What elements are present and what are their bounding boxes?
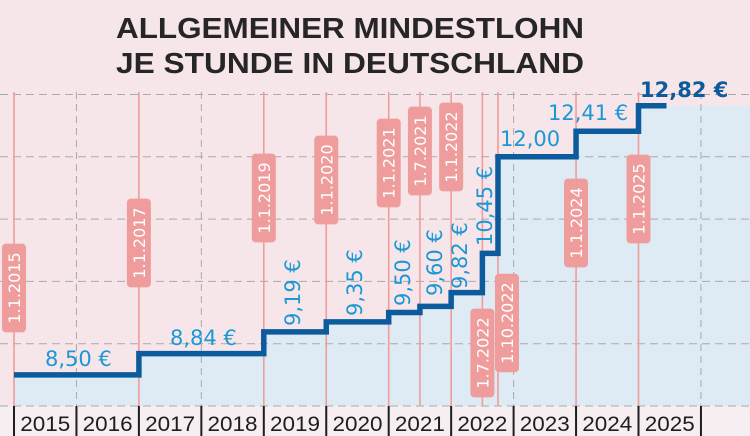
year-tick-label: 2024 [582, 413, 632, 436]
step-line-layer [14, 102, 667, 378]
date-label-box [251, 153, 276, 243]
year-tick-label: 2022 [457, 413, 507, 436]
value-label-layer: 8,50 € 8,84 € 9,19 € 9,35 € 9,50 € 9,60 €9,82… [45, 78, 728, 371]
year-tick-label: 2025 [645, 413, 695, 436]
wage-value-label: 9,60 € [423, 229, 447, 296]
year-tick-label: 2018 [208, 413, 258, 436]
year-tick-label: 2021 [395, 413, 445, 436]
date-label-box [314, 135, 339, 225]
year-tick-label: 2016 [83, 413, 133, 436]
year-tick-label: 2015 [20, 413, 70, 436]
step-line [14, 102, 667, 378]
wage-value-label: 10,45 € [473, 166, 497, 246]
date-label: 1.1.2025 [630, 163, 649, 234]
wage-value-label: 9,19 € [281, 259, 305, 326]
date-label-box [626, 154, 651, 244]
year-tick-label: 2023 [520, 413, 570, 436]
wage-value-label: 9,35 € [343, 249, 367, 316]
wage-value-label: 12,00 [500, 127, 560, 151]
wage-value-label: 9,82 € [448, 222, 472, 289]
axis-band [0, 406, 750, 436]
date-label-box [126, 198, 151, 288]
date-label: 1.7.2022 [473, 317, 492, 388]
chart-title-line-1: ALLGEMEINER MINDESTLOHN [116, 13, 584, 45]
current-wage-label: 12,82 € [640, 78, 728, 102]
year-tick-label: 2017 [145, 413, 195, 436]
date-label-box [376, 118, 401, 208]
chart-title-line-2: JE STUNDE IN DEUTSCHLAND [116, 48, 584, 80]
date-label: 1.1.2017 [130, 207, 149, 278]
date-label: 1.1.2015 [5, 252, 24, 323]
date-label-box [439, 102, 464, 192]
date-label: 1.1.2024 [567, 187, 586, 258]
date-label: 1.1.2022 [442, 111, 461, 182]
year-axis: 2015 2016 2017 2018 2019 2020 2021 2022 2023 2024… [13, 406, 702, 436]
date-label-box [407, 106, 432, 196]
date-label-box [494, 273, 519, 373]
wage-value-label: 8,84 € [170, 326, 237, 350]
year-tick-label: 2019 [270, 413, 320, 436]
date-label: 1.1.2021 [380, 127, 399, 198]
date-label: 1.1.2020 [317, 144, 336, 215]
year-tick-label: 2020 [332, 413, 382, 436]
wage-value-label: 12,41 € [548, 101, 628, 125]
date-label: 1.1.2019 [255, 162, 274, 233]
date-label-box [564, 178, 589, 268]
date-label: 1.7.2021 [411, 115, 430, 186]
date-label: 1.10.2022 [498, 282, 517, 363]
date-label-box [2, 243, 26, 333]
date-label-box [470, 308, 495, 398]
wage-value-label: 9,50 € [391, 239, 415, 306]
wage-value-label: 8,50 € [45, 347, 112, 371]
grid-layer [0, 92, 750, 407]
